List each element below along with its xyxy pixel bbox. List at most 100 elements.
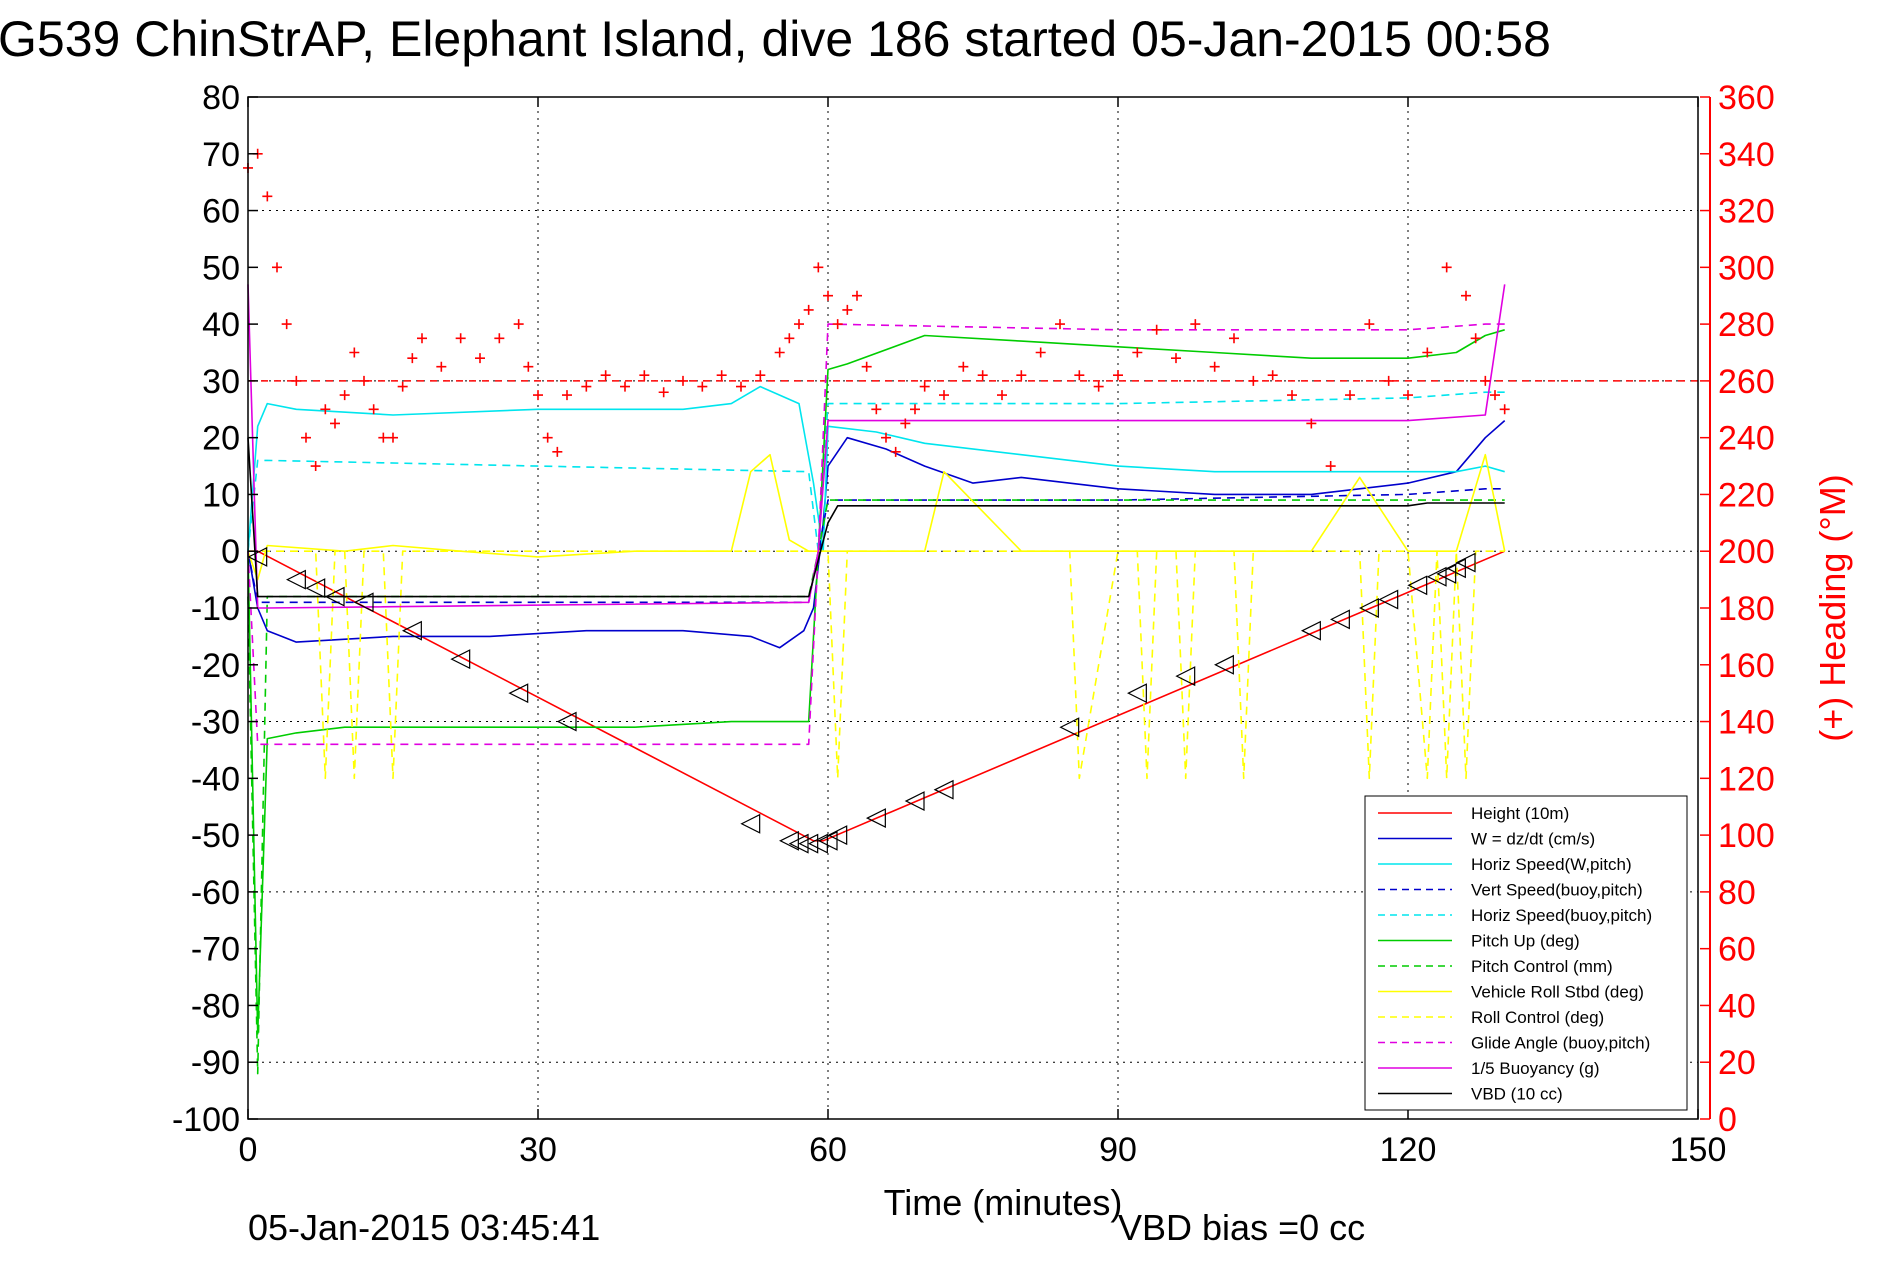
heading-point (861, 361, 872, 372)
heading-point (1171, 353, 1181, 364)
y-right-tick-label: 240 (1718, 420, 1775, 458)
heading-point (1422, 347, 1433, 358)
heading-point (1345, 390, 1355, 401)
heading-point (436, 361, 447, 372)
heading-point (919, 381, 930, 392)
depth-marker (1126, 683, 1147, 704)
x-tick-label: 120 (1380, 1131, 1437, 1169)
y-tick-label: 80 (202, 79, 240, 117)
heading-point (736, 381, 746, 392)
depth-marker (865, 808, 886, 829)
legend-label-roll-control-deg: Roll Control (deg) (1471, 1008, 1604, 1027)
series-horiz-speed-buoy-pitch (247, 391, 1505, 553)
y-tick-label: 50 (202, 249, 240, 287)
footer-timestamp: 05-Jan-2015 03:45:41 (248, 1207, 600, 1248)
depth-marker (1407, 575, 1428, 596)
heading-point (378, 432, 389, 443)
heading-point (513, 319, 524, 330)
depth-marker (508, 683, 529, 704)
heading-point (977, 370, 988, 381)
x-tick-label: 0 (239, 1131, 258, 1169)
series-vehicle-roll-stbd-deg (247, 453, 1506, 581)
y-tick-label: -20 (191, 647, 240, 685)
heading-point (620, 381, 630, 392)
y-right-tick-label: 340 (1718, 136, 1775, 174)
y-tick-label: -30 (191, 704, 240, 742)
y-tick-label: 10 (202, 476, 240, 514)
y-right-tick-label: 360 (1718, 79, 1775, 117)
y-tick-label: -80 (191, 987, 240, 1025)
series-glide-angle-buoy-pitch (247, 323, 1505, 746)
y-right-tick-label: 120 (1718, 760, 1775, 798)
heading-point (1306, 418, 1317, 429)
heading-point (1490, 390, 1500, 401)
heading-point (774, 347, 785, 358)
heading-point (359, 375, 369, 386)
y-right-tick-label: 320 (1718, 193, 1775, 231)
heading-point (813, 262, 824, 273)
heading-point (1190, 319, 1201, 330)
depth-marker (1358, 598, 1379, 618)
y-tick-label: -40 (191, 760, 240, 798)
series-vbd-10-cc (247, 437, 1505, 598)
heading-point (784, 333, 795, 344)
y-right-tick-label: 200 (1718, 533, 1775, 571)
heading-point (1364, 319, 1375, 330)
depth-marker (450, 649, 471, 670)
depth-marker (1445, 558, 1466, 579)
series-1-5-buoyancy-g (247, 284, 1506, 609)
legend-label-horiz-speed-buoy-pitch: Horiz Speed(buoy,pitch) (1471, 906, 1652, 925)
y-right-tick-label: 140 (1718, 704, 1775, 742)
y-tick-label: 70 (202, 136, 240, 174)
heading-point (910, 404, 920, 415)
vbd-bias-label: VBD bias =0 cc (1118, 1207, 1365, 1248)
heading-point (1151, 324, 1162, 335)
heading-point (542, 432, 553, 443)
heading-point (301, 432, 311, 443)
heading-point (1441, 262, 1452, 273)
legend-label-height-10m: Height (10m) (1471, 804, 1569, 823)
right-axis-label: (+) Heading (°M) (1812, 474, 1853, 741)
heading-point (871, 404, 882, 415)
y-right-tick-label: 180 (1718, 590, 1775, 628)
legend-label-vbd-10-cc: VBD (10 cc) (1471, 1085, 1563, 1104)
depth-marker (556, 711, 577, 732)
depth-marker (285, 569, 306, 590)
legend-label-w-dz-dt-cm-s: W = dz/dt (cm/s) (1471, 830, 1595, 849)
x-tick-label: 90 (1099, 1131, 1137, 1169)
depth-marker (247, 546, 268, 567)
heading-point (755, 370, 766, 381)
y-tick-label: -100 (172, 1101, 240, 1139)
heading-point (475, 353, 485, 364)
heading-point (339, 390, 350, 401)
axis-ticks: 0 30 60 90 120 15080706050403020100-10-20-30-… (172, 79, 1775, 1169)
depth-marker (904, 791, 925, 812)
y-tick-label: 0 (221, 533, 240, 571)
depth-marker (1378, 589, 1399, 610)
heading-point (291, 375, 302, 386)
heading-point (262, 191, 273, 202)
y-tick-label: 30 (202, 363, 240, 401)
heading-point (832, 319, 843, 330)
y-tick-label: -90 (191, 1044, 240, 1082)
heading-point (939, 390, 949, 401)
y-right-tick-label: 80 (1718, 874, 1756, 912)
y-right-tick-label: 260 (1718, 363, 1775, 401)
heading-point (823, 290, 833, 301)
chart-title: G539 ChinStrAP, Elephant Island, dive 18… (0, 11, 1551, 67)
heading-point (272, 262, 282, 273)
heading-point (1035, 347, 1046, 358)
depth-marker (1059, 717, 1080, 738)
heading-point (388, 432, 398, 443)
depth-marker (305, 578, 326, 599)
x-tick-label: 150 (1670, 1131, 1727, 1169)
legend-label-1-5-buoyancy-g: 1/5 Buoyancy (g) (1471, 1059, 1600, 1078)
depth-marker (807, 833, 828, 854)
y-right-tick-label: 100 (1718, 817, 1775, 855)
depth-marker (817, 830, 838, 851)
heading-point (281, 319, 292, 330)
heading-point (494, 333, 505, 344)
y-tick-label: -60 (191, 874, 240, 912)
heading-point (320, 404, 331, 415)
depth-marker (353, 592, 374, 613)
